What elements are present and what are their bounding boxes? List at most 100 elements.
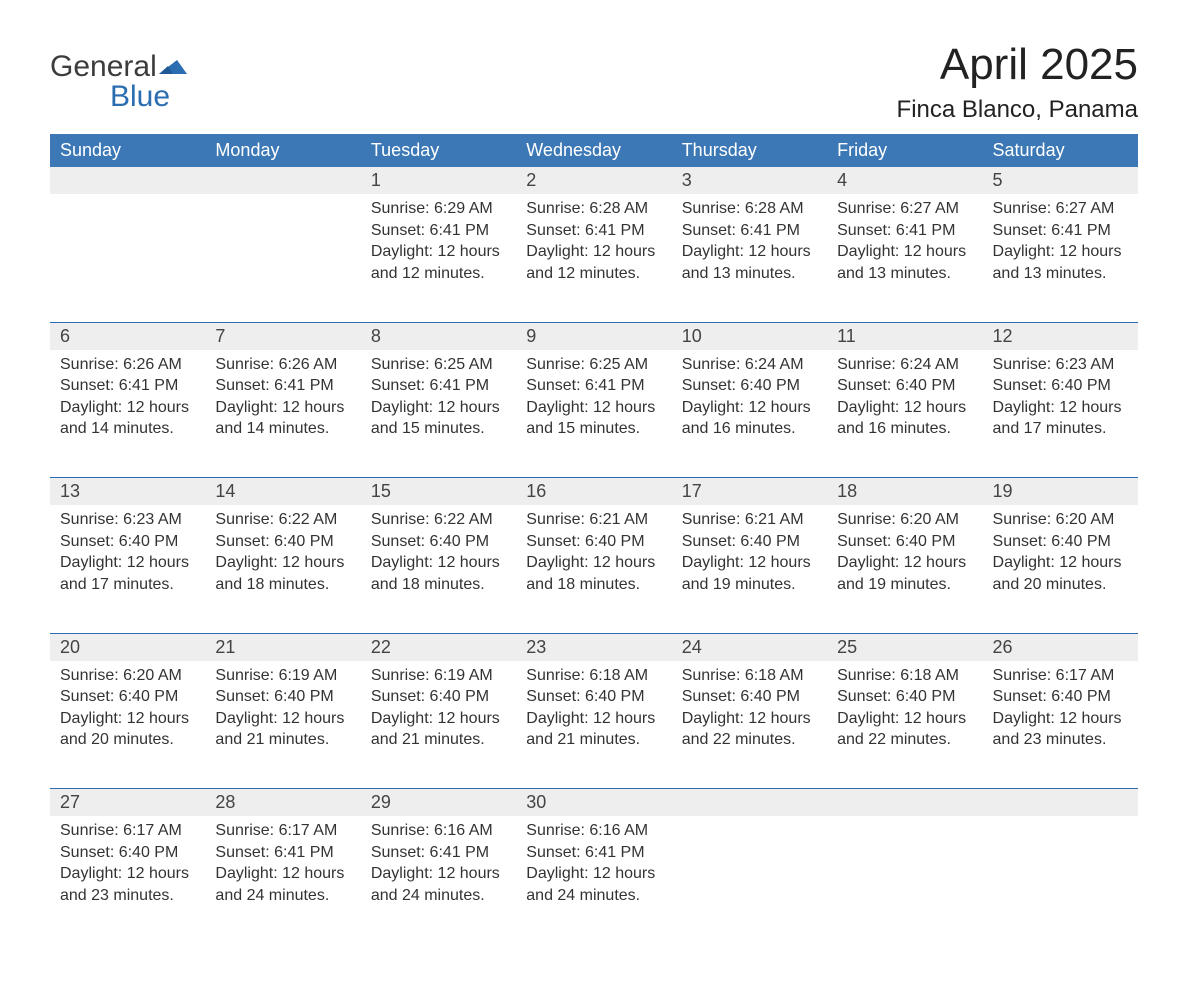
daylight-text-1: Daylight: 12 hours	[526, 552, 661, 574]
header: General Blue April 2025 Finca Blanco, Pa…	[50, 40, 1138, 124]
day-cell-empty	[672, 816, 827, 944]
daylight-text-2: and 17 minutes.	[993, 418, 1128, 440]
daylight-text-2: and 12 minutes.	[371, 263, 506, 285]
sunrise-text: Sunrise: 6:18 AM	[682, 665, 817, 687]
daylight-text-2: and 15 minutes.	[371, 418, 506, 440]
daylight-text-1: Daylight: 12 hours	[60, 708, 195, 730]
day-cell: Sunrise: 6:16 AMSunset: 6:41 PMDaylight:…	[516, 816, 671, 944]
sunrise-text: Sunrise: 6:20 AM	[993, 509, 1128, 531]
weekday-monday: Monday	[205, 134, 360, 167]
daylight-text-1: Daylight: 12 hours	[993, 708, 1128, 730]
day-number: 29	[361, 789, 516, 817]
daylight-text-2: and 24 minutes.	[215, 885, 350, 907]
day-cell: Sunrise: 6:22 AMSunset: 6:40 PMDaylight:…	[361, 505, 516, 633]
day-cell: Sunrise: 6:27 AMSunset: 6:41 PMDaylight:…	[983, 194, 1138, 322]
daylight-text-1: Daylight: 12 hours	[682, 552, 817, 574]
daylight-text-2: and 19 minutes.	[837, 574, 972, 596]
sunrise-text: Sunrise: 6:20 AM	[60, 665, 195, 687]
title-block: April 2025 Finca Blanco, Panama	[897, 40, 1138, 124]
daylight-text-1: Daylight: 12 hours	[215, 863, 350, 885]
daynum-row: 27282930	[50, 789, 1138, 817]
daylight-text-2: and 17 minutes.	[60, 574, 195, 596]
day-number: 6	[50, 322, 205, 350]
daylight-text-1: Daylight: 12 hours	[371, 708, 506, 730]
sunrise-text: Sunrise: 6:27 AM	[993, 198, 1128, 220]
location: Finca Blanco, Panama	[897, 96, 1138, 124]
sunset-text: Sunset: 6:41 PM	[371, 375, 506, 397]
day-number: 15	[361, 478, 516, 506]
sunrise-text: Sunrise: 6:26 AM	[215, 354, 350, 376]
sunset-text: Sunset: 6:41 PM	[215, 842, 350, 864]
day-number: 22	[361, 633, 516, 661]
day-number: 12	[983, 322, 1138, 350]
day-cell: Sunrise: 6:21 AMSunset: 6:40 PMDaylight:…	[516, 505, 671, 633]
weekday-tuesday: Tuesday	[361, 134, 516, 167]
sunset-text: Sunset: 6:41 PM	[215, 375, 350, 397]
day-cell: Sunrise: 6:28 AMSunset: 6:41 PMDaylight:…	[672, 194, 827, 322]
daylight-text-1: Daylight: 12 hours	[993, 397, 1128, 419]
day-cell: Sunrise: 6:22 AMSunset: 6:40 PMDaylight:…	[205, 505, 360, 633]
sunset-text: Sunset: 6:40 PM	[993, 686, 1128, 708]
day-cell: Sunrise: 6:26 AMSunset: 6:41 PMDaylight:…	[50, 350, 205, 478]
sunset-text: Sunset: 6:41 PM	[526, 220, 661, 242]
sunrise-text: Sunrise: 6:24 AM	[682, 354, 817, 376]
day-cell: Sunrise: 6:20 AMSunset: 6:40 PMDaylight:…	[50, 661, 205, 789]
daynum-row: 20212223242526	[50, 633, 1138, 661]
daynum-row: 13141516171819	[50, 478, 1138, 506]
sunrise-text: Sunrise: 6:20 AM	[837, 509, 972, 531]
day-cell: Sunrise: 6:23 AMSunset: 6:40 PMDaylight:…	[50, 505, 205, 633]
daylight-text-2: and 22 minutes.	[682, 729, 817, 751]
sunrise-text: Sunrise: 6:22 AM	[215, 509, 350, 531]
day-cell: Sunrise: 6:29 AMSunset: 6:41 PMDaylight:…	[361, 194, 516, 322]
weekday-wednesday: Wednesday	[516, 134, 671, 167]
daylight-text-1: Daylight: 12 hours	[837, 241, 972, 263]
sunrise-text: Sunrise: 6:23 AM	[60, 509, 195, 531]
day-number: 10	[672, 322, 827, 350]
day-cell: Sunrise: 6:18 AMSunset: 6:40 PMDaylight:…	[516, 661, 671, 789]
daylight-text-1: Daylight: 12 hours	[526, 863, 661, 885]
daylight-text-1: Daylight: 12 hours	[60, 863, 195, 885]
sunrise-text: Sunrise: 6:26 AM	[60, 354, 195, 376]
sunrise-text: Sunrise: 6:21 AM	[682, 509, 817, 531]
daylight-text-2: and 23 minutes.	[993, 729, 1128, 751]
day-cell: Sunrise: 6:28 AMSunset: 6:41 PMDaylight:…	[516, 194, 671, 322]
daynum-row: 6789101112	[50, 322, 1138, 350]
sunset-text: Sunset: 6:41 PM	[60, 375, 195, 397]
daylight-text-1: Daylight: 12 hours	[837, 708, 972, 730]
daylight-text-2: and 24 minutes.	[371, 885, 506, 907]
sunrise-text: Sunrise: 6:24 AM	[837, 354, 972, 376]
daylight-text-2: and 14 minutes.	[60, 418, 195, 440]
sunset-text: Sunset: 6:40 PM	[215, 686, 350, 708]
sunset-text: Sunset: 6:41 PM	[682, 220, 817, 242]
day-cell: Sunrise: 6:26 AMSunset: 6:41 PMDaylight:…	[205, 350, 360, 478]
day-cell: Sunrise: 6:24 AMSunset: 6:40 PMDaylight:…	[672, 350, 827, 478]
logo-line1: General	[50, 52, 193, 82]
daylight-text-1: Daylight: 12 hours	[837, 397, 972, 419]
daylight-text-1: Daylight: 12 hours	[371, 241, 506, 263]
day-cell-empty	[827, 816, 982, 944]
daylight-text-1: Daylight: 12 hours	[60, 397, 195, 419]
day-cell-empty	[983, 816, 1138, 944]
day-cell: Sunrise: 6:18 AMSunset: 6:40 PMDaylight:…	[672, 661, 827, 789]
daylight-text-1: Daylight: 12 hours	[60, 552, 195, 574]
sunset-text: Sunset: 6:41 PM	[837, 220, 972, 242]
daylight-text-1: Daylight: 12 hours	[526, 241, 661, 263]
sunrise-text: Sunrise: 6:18 AM	[837, 665, 972, 687]
sunrise-text: Sunrise: 6:28 AM	[682, 198, 817, 220]
daylight-text-2: and 20 minutes.	[993, 574, 1128, 596]
day-number: 4	[827, 167, 982, 194]
daylight-text-1: Daylight: 12 hours	[837, 552, 972, 574]
day-number: 24	[672, 633, 827, 661]
content-row: Sunrise: 6:20 AMSunset: 6:40 PMDaylight:…	[50, 661, 1138, 789]
sunrise-text: Sunrise: 6:22 AM	[371, 509, 506, 531]
daylight-text-2: and 16 minutes.	[837, 418, 972, 440]
page-title: April 2025	[897, 40, 1138, 90]
day-number: 25	[827, 633, 982, 661]
day-cell: Sunrise: 6:17 AMSunset: 6:40 PMDaylight:…	[983, 661, 1138, 789]
sunset-text: Sunset: 6:40 PM	[60, 686, 195, 708]
daylight-text-1: Daylight: 12 hours	[371, 863, 506, 885]
daylight-text-2: and 22 minutes.	[837, 729, 972, 751]
sunset-text: Sunset: 6:41 PM	[371, 842, 506, 864]
day-number: 9	[516, 322, 671, 350]
daylight-text-1: Daylight: 12 hours	[215, 708, 350, 730]
